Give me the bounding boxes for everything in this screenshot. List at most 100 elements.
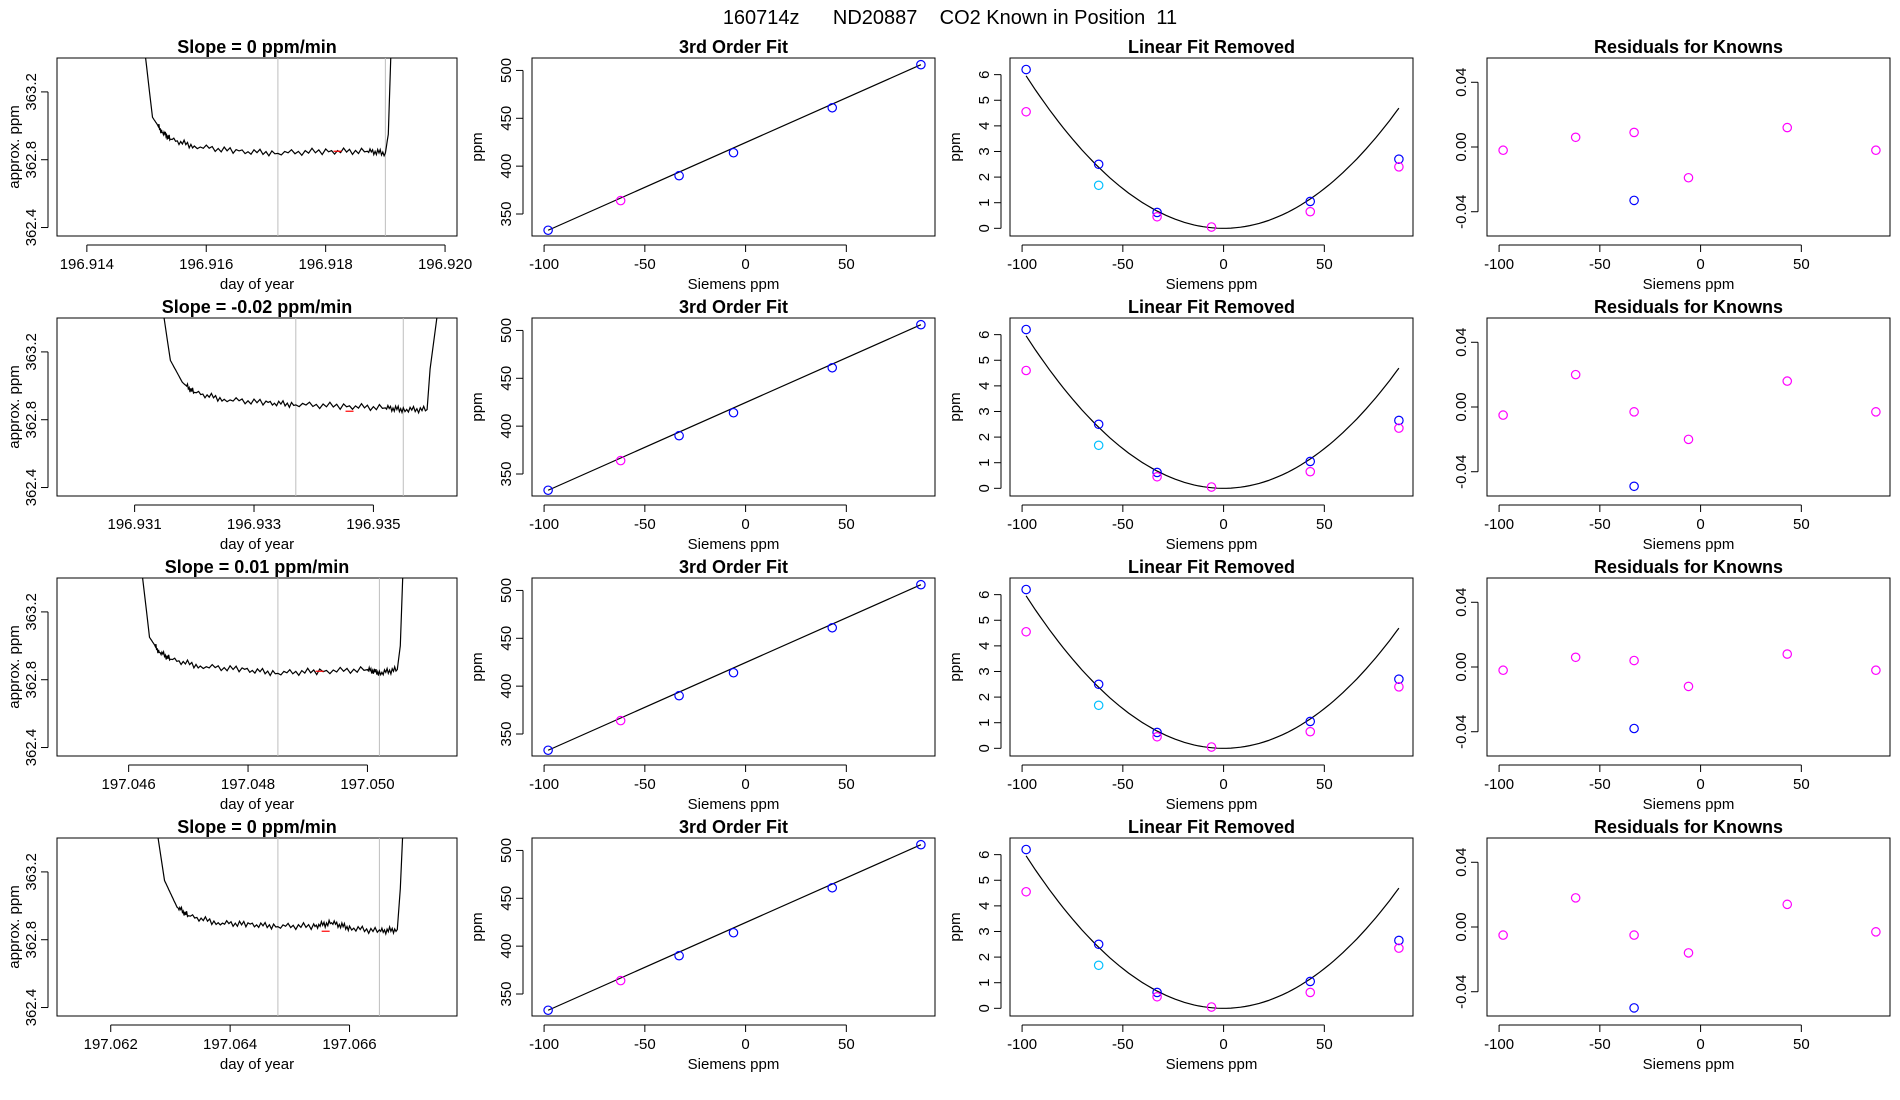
y-tick-label: 0.00	[1453, 652, 1470, 681]
x-tick-label: -50	[1112, 1036, 1134, 1053]
data-point	[916, 839, 926, 850]
x-axis-label: Siemens ppm	[688, 276, 780, 293]
x-axis-label: Siemens ppm	[688, 796, 780, 813]
x-tick-label: -50	[1112, 256, 1134, 273]
plot-area	[543, 319, 926, 496]
y-tick-label: 500	[498, 58, 515, 83]
x-tick-label: 50	[1793, 776, 1810, 793]
y-tick-label: 5	[976, 876, 993, 884]
x-tick-label: 0	[741, 256, 749, 273]
data-point	[674, 950, 684, 961]
y-tick-label: 0.00	[1453, 912, 1470, 941]
x-tick-label: -100	[1484, 1036, 1514, 1053]
y-tick-label: 362.8	[23, 141, 40, 179]
y-tick-label: 0.04	[1453, 328, 1470, 357]
y-tick-label: 0.00	[1453, 392, 1470, 421]
chart-panel: Slope = 0 ppm/min 196.914 196.916 196.918 19…	[6, 37, 472, 293]
x-tick-label: 197.048	[221, 776, 275, 793]
plot-area	[543, 839, 926, 1016]
x-tick-label: 197.046	[102, 776, 156, 793]
data-trace-line	[163, 318, 438, 415]
chart-panel: 3rd Order Fit -100 -50 0 50 Siemens ppm 350 400…	[469, 817, 936, 1073]
plot-frame	[1009, 57, 1414, 237]
data-point	[1394, 682, 1404, 692]
plot-area	[1021, 64, 1404, 232]
x-tick-label: 50	[1316, 256, 1333, 273]
y-tick-label: 0	[976, 1004, 993, 1012]
data-point	[1093, 700, 1104, 711]
data-point	[543, 485, 553, 496]
x-tick-label: -100	[529, 1036, 559, 1053]
y-tick-label: 500	[498, 318, 515, 343]
data-point	[827, 362, 838, 373]
data-point	[1782, 899, 1793, 910]
y-axis-label: ppm	[947, 132, 964, 161]
data-point	[1570, 369, 1581, 380]
plot-area	[144, 58, 392, 236]
data-point	[1871, 927, 1881, 937]
chart-title: Linear Fit Removed	[1128, 557, 1295, 577]
y-tick-label: -0.04	[1453, 975, 1470, 1009]
data-point	[1394, 154, 1404, 164]
y-tick-label: 362.8	[23, 661, 40, 699]
data-point	[1629, 1003, 1639, 1013]
x-tick-label: -50	[1112, 776, 1134, 793]
chart-title: 3rd Order Fit	[679, 557, 788, 577]
panel-grid: Slope = 0 ppm/min 196.914 196.916 196.918 19…	[6, 37, 1891, 1073]
plot-frame	[56, 57, 458, 237]
plot-area	[1498, 122, 1881, 206]
y-tick-label: 2	[976, 693, 993, 701]
x-axis-label: day of year	[220, 796, 294, 813]
y-tick-label: 400	[498, 154, 515, 179]
x-tick-label: 50	[838, 1036, 855, 1053]
x-tick-label: 196.920	[418, 256, 472, 273]
chart-panel: Slope = -0.02 ppm/min 196.931 196.933 196.9…	[6, 297, 458, 553]
plot-frame	[1009, 577, 1414, 757]
x-tick-label: -100	[1007, 256, 1037, 273]
plot-frame	[1009, 837, 1414, 1017]
chart-title: Slope = 0 ppm/min	[177, 37, 337, 57]
data-point	[1305, 466, 1316, 477]
x-tick-label: 50	[1316, 1036, 1333, 1053]
y-tick-label: -0.04	[1453, 455, 1470, 489]
chart-title: Linear Fit Removed	[1128, 297, 1295, 317]
data-point	[1629, 481, 1639, 492]
x-tick-label: 50	[1316, 516, 1333, 533]
plot-area	[141, 578, 404, 756]
x-tick-label: 196.914	[60, 256, 114, 273]
data-point	[1498, 665, 1508, 676]
data-point	[1394, 674, 1404, 684]
data-point	[1152, 467, 1162, 478]
x-tick-label: -50	[634, 776, 656, 793]
data-point	[674, 690, 684, 701]
chart-panel: Residuals for Knowns -100 -50 0 50 Siemens pp…	[1453, 37, 1891, 293]
x-axis-label: Siemens ppm	[1643, 276, 1735, 293]
plot-frame	[1486, 317, 1891, 497]
data-point	[1021, 844, 1031, 855]
y-tick-label: 362.4	[23, 729, 40, 767]
data-point	[1394, 423, 1404, 433]
x-tick-label: 197.062	[84, 1036, 138, 1053]
y-tick-label: 500	[498, 578, 515, 603]
data-point	[1152, 211, 1162, 222]
data-point	[1305, 206, 1316, 217]
plot-area	[1021, 844, 1404, 1012]
chart-panel: Linear Fit Removed -100 -50 0 50 Siemens ppm 0…	[947, 557, 1414, 813]
data-point	[1394, 415, 1404, 426]
y-tick-label: 350	[498, 461, 515, 486]
data-point	[615, 455, 626, 466]
y-axis-label: approx. ppm	[6, 885, 23, 968]
chart-title: Linear Fit Removed	[1128, 37, 1295, 57]
x-tick-label: 0	[1696, 516, 1704, 533]
x-tick-label: 0	[741, 776, 749, 793]
x-tick-label: 0	[1219, 776, 1227, 793]
data-point	[1683, 172, 1694, 183]
y-tick-label: 363.2	[23, 593, 40, 631]
data-point	[1305, 726, 1316, 737]
y-tick-label: 450	[498, 886, 515, 911]
data-point	[1021, 886, 1031, 897]
x-tick-label: 50	[838, 256, 855, 273]
data-point	[1206, 742, 1217, 752]
chart-panel: Slope = 0 ppm/min 197.062 197.064 197.066 da…	[6, 817, 458, 1073]
y-tick-label: 6	[976, 70, 993, 78]
